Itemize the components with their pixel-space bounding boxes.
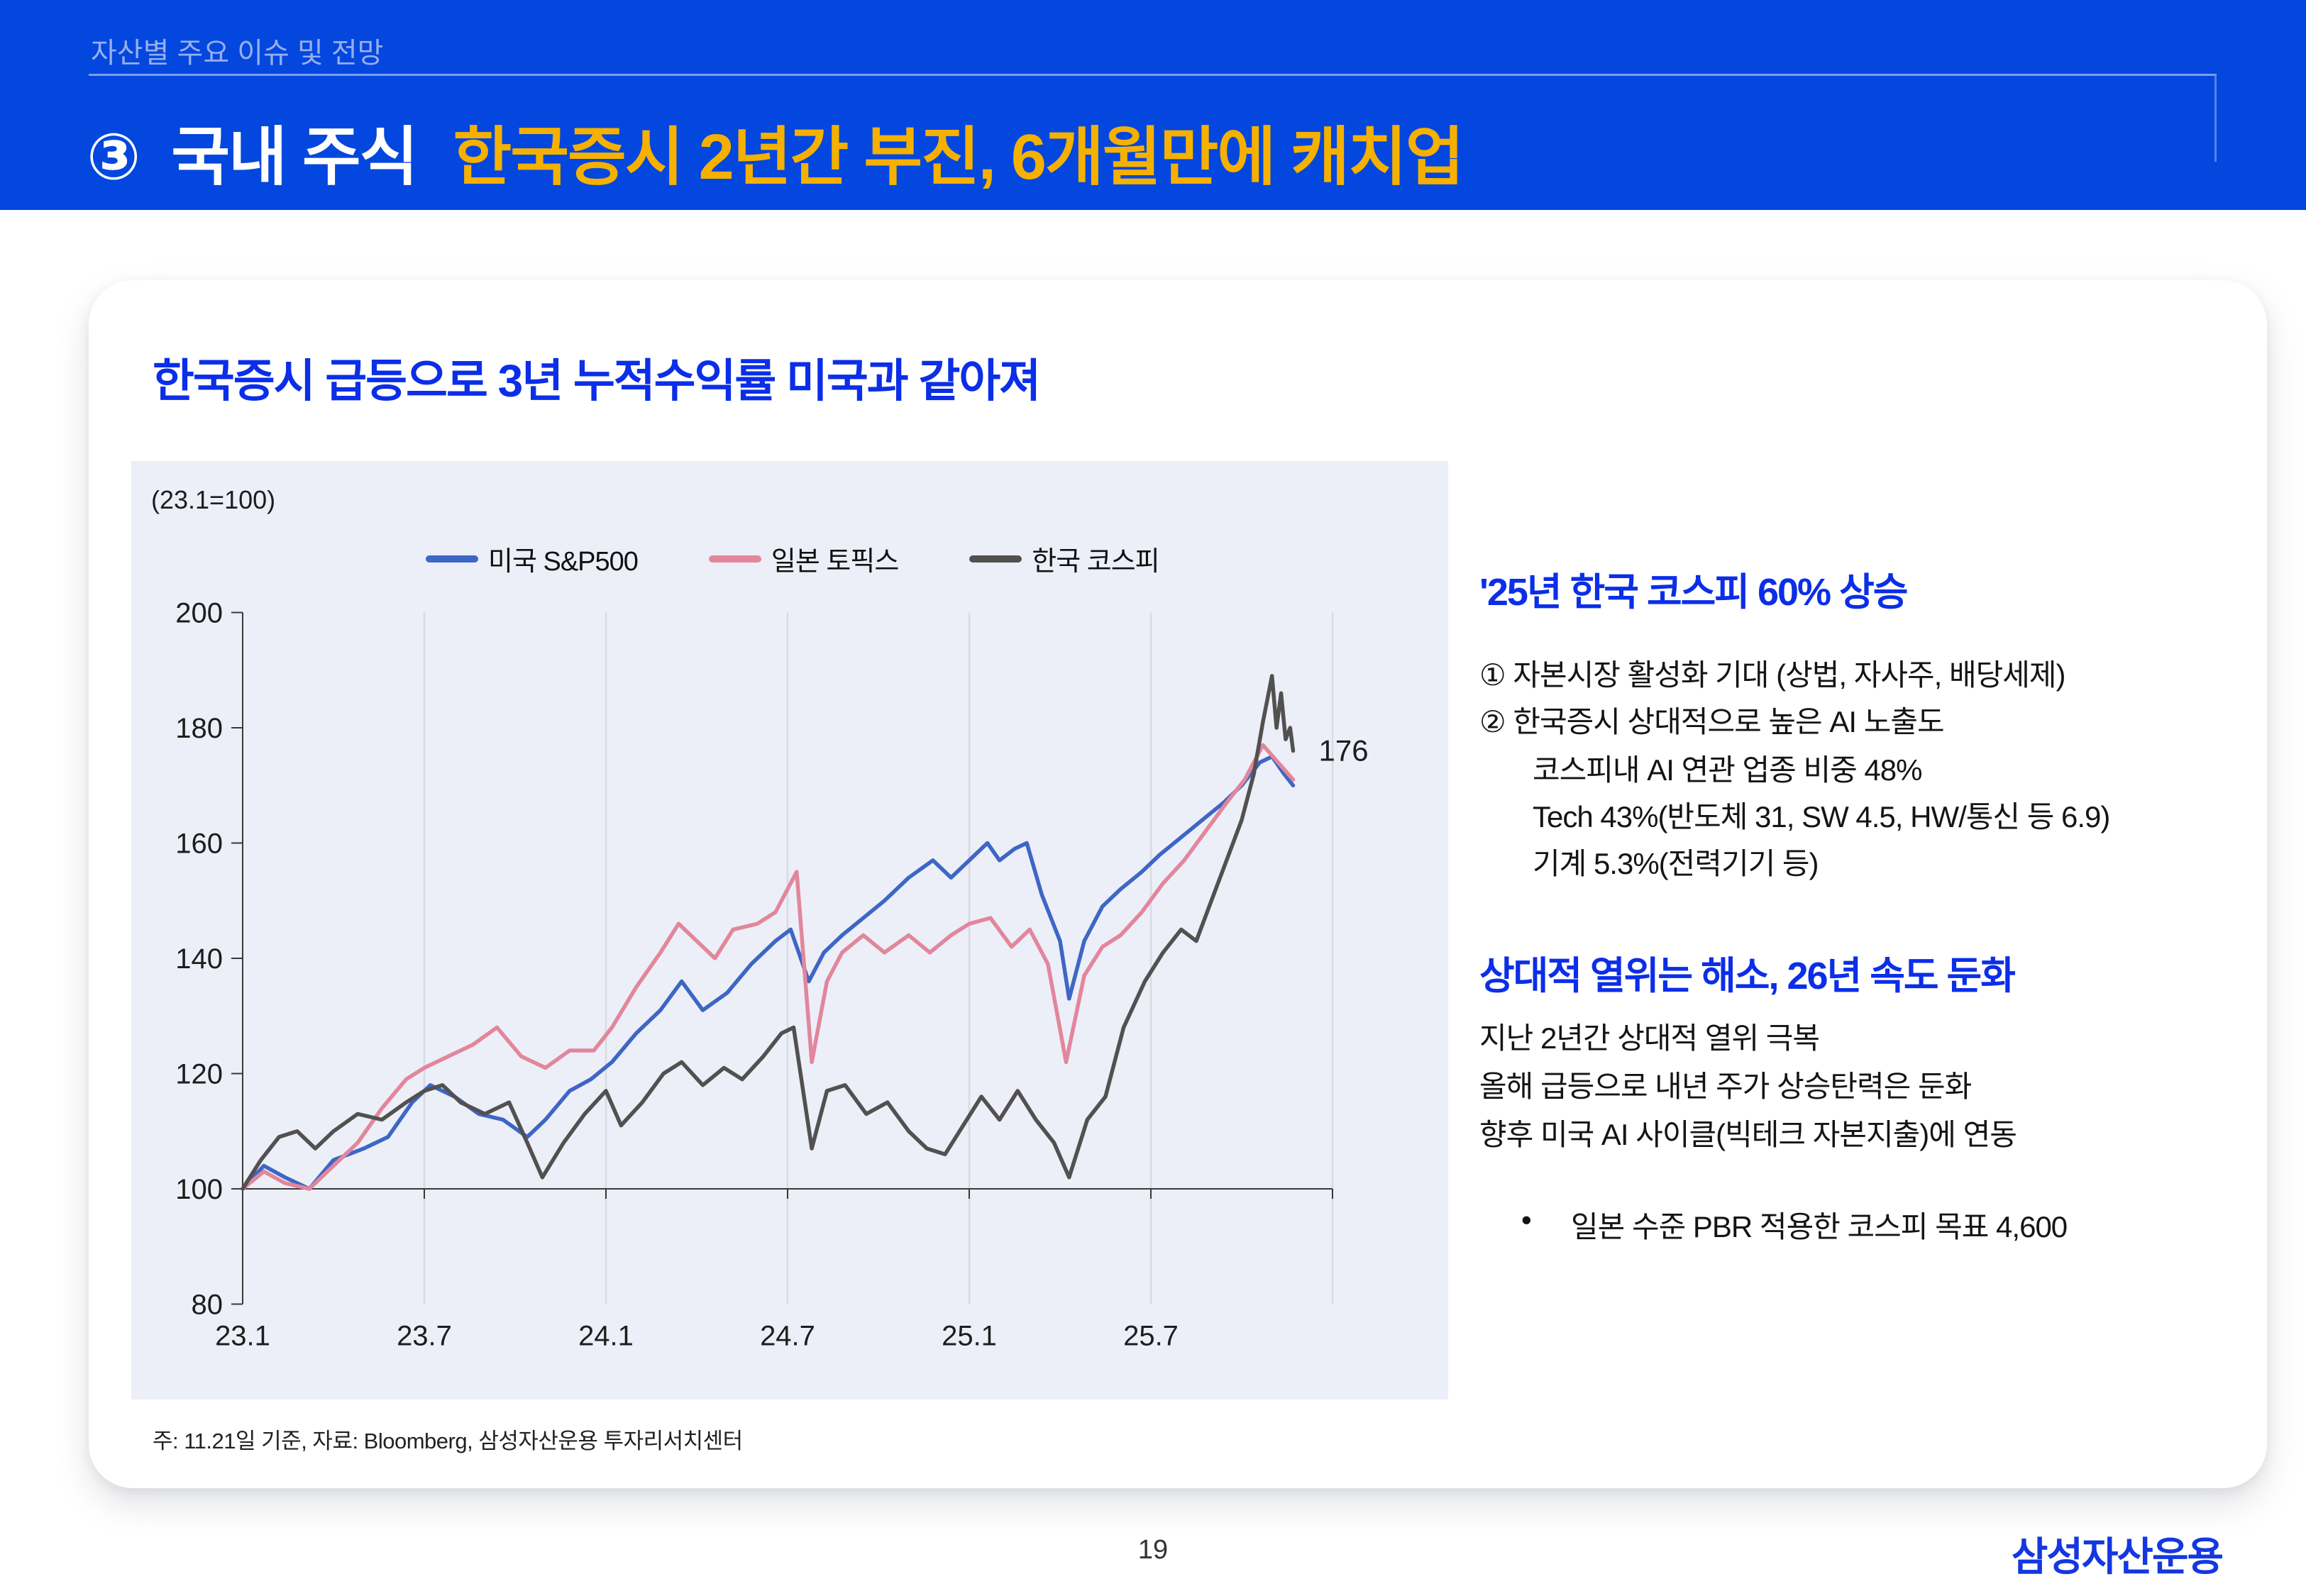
insight-subitem-3: 기계 5.3%(전력기기 등) (1533, 847, 1819, 880)
header-rule (89, 74, 2217, 76)
svg-text:23.7: 23.7 (397, 1321, 452, 1352)
svg-text:140: 140 (175, 943, 223, 975)
legend-line-swatch-gray (969, 555, 1022, 563)
insight-subitem-2: Tech 43%(반도체 31, SW 4.5, HW/통신 등 6.9) (1533, 800, 2110, 833)
legend-item-kospi: 한국 코스피 (969, 539, 1160, 578)
svg-text:160: 160 (175, 829, 223, 860)
breadcrumb: 자산별 주요 이슈 및 전망 (91, 38, 384, 69)
page-number: 19 (1137, 1535, 1169, 1565)
insight-line-2: 올해 급등으로 내년 주가 상승탄력은 둔화 (1479, 1070, 1972, 1103)
page-title-sub: 한국증시 2년간 부진, 6개월만에 캐치업 (453, 122, 1464, 193)
insight-line-3: 향후 미국 AI 사이클(빅테크 자본지출)에 연동 (1479, 1118, 2017, 1151)
svg-text:24.1: 24.1 (578, 1321, 634, 1352)
svg-text:24.7: 24.7 (760, 1321, 815, 1352)
source-note: 주: 11.21일 기준, 자료: Bloomberg, 삼성자산운용 투자리서… (153, 1429, 743, 1453)
svg-text:23.1: 23.1 (215, 1321, 270, 1352)
insight-item-1: ① 자본시장 활성화 기대 (상법, 자사주, 배당세제) (1479, 658, 2065, 692)
svg-text:25.1: 25.1 (942, 1321, 997, 1352)
svg-text:25.7: 25.7 (1123, 1321, 1179, 1352)
header-banner: 자산별 주요 이슈 및 전망 ③ 국내 주식 한국증시 2년간 부진, 6개월만… (0, 0, 2306, 210)
svg-text:120: 120 (175, 1059, 223, 1090)
bullet-dot: • (1521, 1203, 1532, 1236)
svg-text:200: 200 (175, 598, 223, 629)
legend-line-swatch-pink (708, 555, 761, 563)
index-chart: 80 100 120 140 160 180 200 23.1 23.7 24.1 24.7 25.1… (175, 598, 1369, 1352)
legend-label: 한국 코스피 (1032, 547, 1159, 577)
legend-label: 일본 토픽스 (771, 547, 899, 577)
page-title-main: 국내 주식 (171, 122, 418, 193)
header-rule-vertical (2214, 74, 2217, 162)
chart-legend: 미국 S&P500 일본 토픽스 한국 코스피 (426, 539, 1160, 578)
section-number: ③ (87, 122, 140, 193)
insight-subitem-1: 코스피내 AI 연관 업종 비중 48% (1533, 753, 1922, 787)
svg-text:180: 180 (175, 713, 223, 744)
legend-line-swatch-blue (426, 555, 478, 563)
page-title: ③ 국내 주식 한국증시 2년간 부진, 6개월만에 캐치업 (87, 105, 1464, 197)
legend-item-topix: 일본 토픽스 (708, 539, 899, 578)
chart-title: 한국증시 급등으로 3년 누적수익률 미국과 같아져 (153, 355, 1041, 406)
brand-logo: 삼성자산운용 (2011, 1534, 2224, 1579)
insight-heading-1: '25년 한국 코스피 60% 상승 (1479, 571, 1908, 614)
insight-line-1: 지난 2년간 상대적 열위 극복 (1479, 1021, 1820, 1055)
legend-label: 미국 S&P500 (488, 547, 639, 577)
svg-text:176: 176 (1319, 734, 1369, 767)
target-bullet: 일본 수준 PBR 적용한 코스피 목표 4,600 (1571, 1210, 2068, 1243)
svg-text:80: 80 (192, 1290, 224, 1321)
svg-text:100: 100 (175, 1174, 223, 1205)
axis-unit-note: (23.1=100) (151, 485, 276, 514)
legend-item-sp500: 미국 S&P500 (426, 539, 639, 578)
insight-item-2: ② 한국증시 상대적으로 높은 AI 노출도 (1479, 705, 1945, 738)
insight-heading-2: 상대적 열위는 해소, 26년 속도 둔화 (1479, 955, 2016, 997)
chart-panel: (23.1=100) 미국 S&P500 일본 토픽스 한국 코스피 80 100… (131, 461, 1448, 1400)
